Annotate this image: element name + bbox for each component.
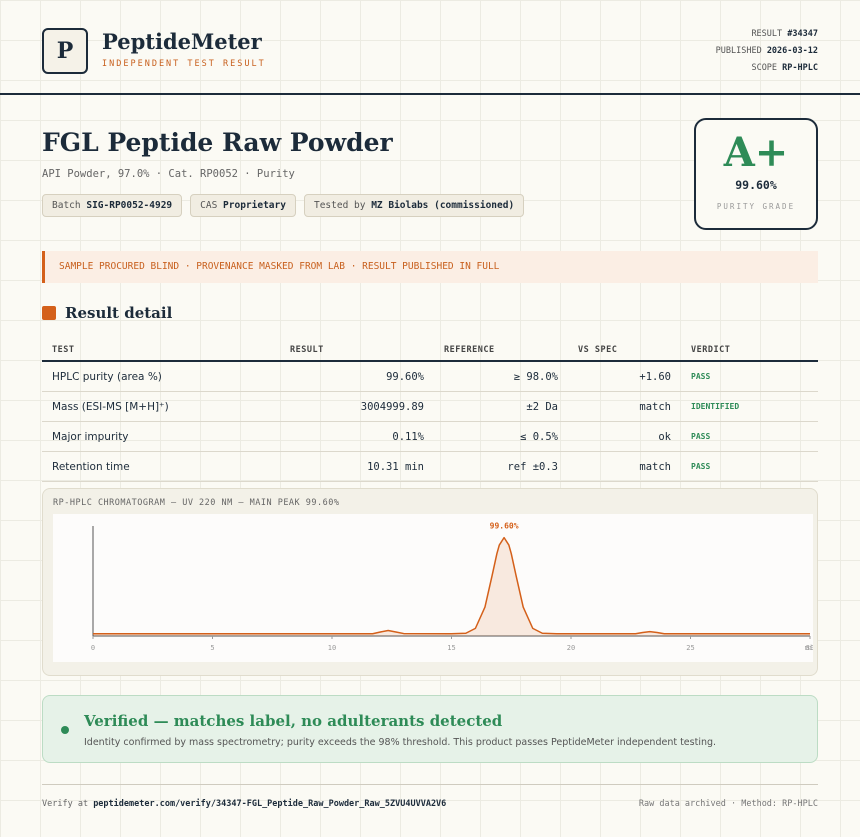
- chip-value: Proprietary: [223, 200, 286, 211]
- cell: 99.60%: [280, 361, 434, 392]
- column-header: REFERENCE: [434, 340, 568, 362]
- table-row: HPLC purity (area %) 99.60% ≥ 98.0% +1.60 PA…: [42, 361, 818, 392]
- cell: ≤ 0.5%: [434, 421, 568, 452]
- cell: match: [568, 451, 681, 482]
- x-tick-label: 5: [210, 644, 214, 652]
- chart-title: RP-HPLC CHROMATOGRAM — UV 220 NM — MAIN …: [53, 498, 340, 508]
- banner: SAMPLE PROCURED BLIND · PROVENANCE MASKE…: [42, 251, 818, 283]
- x-tick-label: 30: [806, 644, 813, 652]
- logo: P: [42, 28, 88, 74]
- grade: A+: [723, 129, 789, 176]
- chip-label: Tested by: [313, 200, 366, 211]
- grade-label: PURITY GRADE: [716, 202, 796, 211]
- product-title: FGL Peptide Raw Powder: [42, 128, 393, 157]
- x-tick-label: 0: [91, 644, 95, 652]
- cell: HPLC purity (area %): [42, 361, 280, 392]
- verified-title: Verified — matches label, no adulterants…: [84, 712, 503, 730]
- cell: 0.11%: [280, 421, 434, 452]
- meta-label: RESULT: [751, 29, 783, 39]
- column-header: TEST: [42, 340, 280, 362]
- cell: ±2 Da: [434, 391, 568, 422]
- chip-label: CAS: [200, 200, 218, 211]
- verdict: PASS: [681, 451, 818, 482]
- verified-box: [42, 695, 818, 763]
- cell: +1.60: [568, 361, 681, 392]
- meta-value: #34347: [787, 29, 818, 39]
- x-tick-label: 25: [686, 644, 694, 652]
- chip-label: Batch: [52, 200, 81, 211]
- tagline: INDEPENDENT TEST RESULT: [102, 59, 266, 69]
- header-rule: [0, 93, 860, 95]
- verify-label: Verify at: [42, 799, 89, 809]
- footer-note: Raw data archived · Method: RP-HPLC: [638, 799, 818, 809]
- chips: Batch SIG-RP0052-4929 CAS Proprietary Test…: [42, 194, 525, 217]
- table-row: Retention time 10.31 min ref ±0.3 match PASS: [42, 451, 818, 482]
- column-header: RESULT: [280, 340, 434, 362]
- meta-value: 2026-03-12: [766, 46, 818, 56]
- cell: match: [568, 391, 681, 422]
- cell: 10.31 min: [280, 451, 434, 482]
- cell: 3004999.89: [280, 391, 434, 422]
- chip: Batch SIG-RP0052-4929: [42, 194, 183, 217]
- column-header: VS SPEC: [568, 340, 681, 362]
- verify-link[interactable]: peptidemeter.com/verify/34347-FGL_Peptid…: [93, 799, 447, 809]
- chip: CAS Proprietary: [190, 194, 296, 217]
- table-body: HPLC purity (area %) 99.60% ≥ 98.0% +1.60 PA…: [42, 361, 818, 482]
- table-row: Mass (ESI-MS [M+H]⁺) 3004999.89 ±2 Da match…: [42, 391, 818, 422]
- chip: Tested by MZ Biolabs (commissioned): [303, 194, 525, 217]
- cell: Mass (ESI-MS [M+H]⁺): [42, 391, 280, 422]
- cell: ≥ 98.0%: [434, 361, 568, 392]
- verdict: IDENTIFIED: [681, 391, 818, 422]
- footer-rule: [42, 784, 818, 785]
- column-header: VERDICT: [681, 340, 818, 362]
- cell: ref ±0.3: [434, 451, 568, 482]
- peak-label: 99.60%: [490, 522, 519, 531]
- x-tick-label: 15: [447, 644, 455, 652]
- verified-dot: [61, 726, 69, 734]
- results-table: TEST RESULT REFERENCE VS SPEC VERDICT HPLC pu…: [42, 340, 818, 482]
- verified-text: Identity confirmed by mass spectrometry;…: [84, 737, 717, 748]
- x-unit: min: [805, 644, 813, 652]
- meta-value: RP-HPLC: [782, 63, 818, 73]
- meta-row: PUBLISHED 2026-03-12: [716, 46, 818, 56]
- cell: Major impurity: [42, 421, 280, 452]
- meta-label: PUBLISHED: [715, 46, 762, 56]
- grade-purity: 99.60%: [735, 178, 777, 192]
- cell: Retention time: [42, 451, 280, 482]
- footer-verify: Verify at peptidemeter.com/verify/34347-…: [42, 799, 446, 809]
- chart: 0 5 10 15 20 25 30min 99.60%: [53, 514, 813, 662]
- chip-value: MZ Biolabs (commissioned): [371, 200, 515, 211]
- table-row: Major impurity 0.11% ≤ 0.5% ok PASS: [42, 421, 818, 452]
- trace-area: [93, 537, 810, 636]
- chip-value: SIG-RP0052-4929: [86, 200, 173, 211]
- table-header: TEST RESULT REFERENCE VS SPEC VERDICT: [42, 340, 818, 362]
- meta-label: SCOPE: [751, 63, 778, 73]
- brand: PeptideMeter: [102, 29, 262, 54]
- cell: ok: [568, 421, 681, 452]
- x-tick-label: 10: [328, 644, 336, 652]
- trace-line: [93, 536, 810, 635]
- grade-card: A+ 99.60% PURITY GRADE: [694, 118, 818, 230]
- product-subtitle: API Powder, 97.0% · Cat. RP0052 · Purity: [42, 168, 295, 180]
- section-marker: [42, 306, 56, 320]
- x-tick-label: 20: [567, 644, 575, 652]
- section-title: Result detail: [65, 304, 173, 322]
- meta-row: SCOPE RP-HPLC: [751, 63, 818, 73]
- meta-row: RESULT #34347: [751, 29, 818, 39]
- verdict: PASS: [681, 361, 818, 392]
- verdict: PASS: [681, 421, 818, 452]
